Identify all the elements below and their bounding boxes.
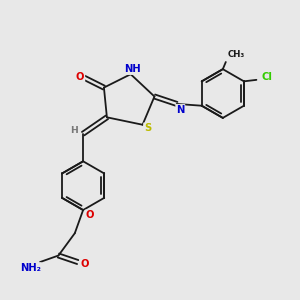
- Text: NH: NH: [124, 64, 140, 74]
- Text: O: O: [80, 259, 88, 269]
- Text: H: H: [70, 126, 78, 135]
- Text: O: O: [76, 72, 84, 82]
- Text: S: S: [144, 123, 151, 133]
- Text: NH₂: NH₂: [20, 263, 41, 273]
- Text: Cl: Cl: [262, 73, 272, 82]
- Text: CH₃: CH₃: [228, 50, 245, 59]
- Text: O: O: [85, 210, 94, 220]
- Text: N: N: [176, 105, 184, 115]
